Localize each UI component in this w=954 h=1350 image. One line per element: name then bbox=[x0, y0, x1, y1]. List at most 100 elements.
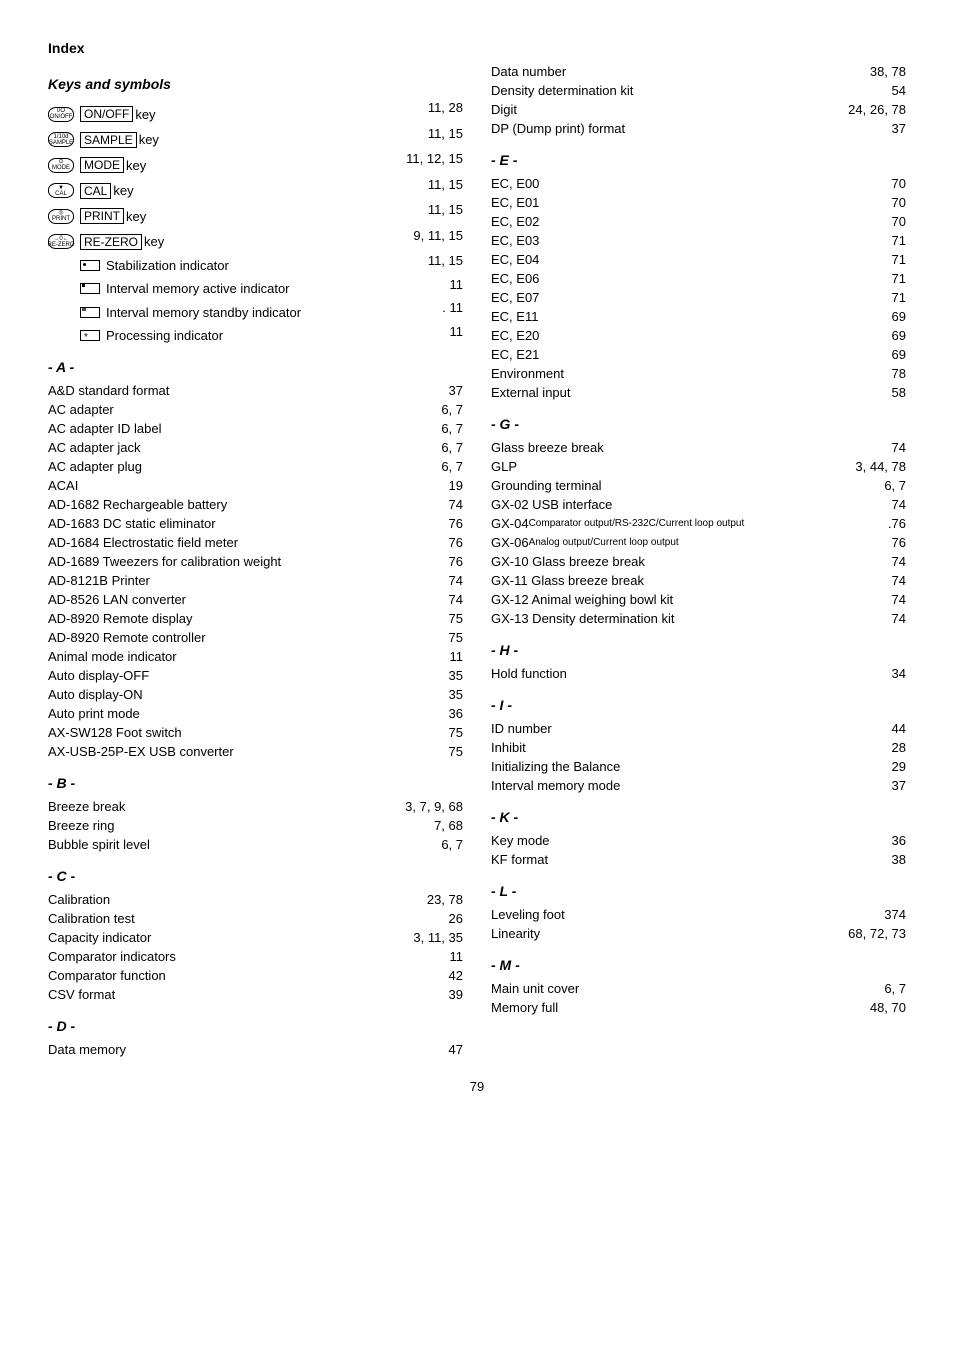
row-label: External input bbox=[491, 383, 571, 402]
index-row: Breeze ring 7, 68 bbox=[48, 816, 463, 835]
column-container: Keys and symbols I/OON/OFFON/OFF key 11,… bbox=[48, 62, 906, 1059]
index-row: EC, E01 70 bbox=[491, 193, 906, 212]
row-page: 24, 26, 78 bbox=[846, 100, 906, 119]
row-page: 38 bbox=[890, 850, 906, 869]
row-page: 6, 7 bbox=[439, 438, 463, 457]
letter-heading: - G - bbox=[491, 416, 906, 432]
row-label: Key mode bbox=[491, 831, 550, 850]
row-label: EC, E03 bbox=[491, 231, 539, 250]
row-page: 35 bbox=[447, 685, 463, 704]
key-oval-icon: ▼CAL bbox=[48, 183, 74, 198]
row-label: ACAI bbox=[48, 476, 78, 495]
index-row: AD-8920 Remote display75 bbox=[48, 609, 463, 628]
index-row: AC adapter ID label 6, 7 bbox=[48, 419, 463, 438]
index-row: Interval memory standby indicator. 11 bbox=[48, 298, 463, 322]
row-label: GX-11 Glass breeze break bbox=[491, 571, 644, 590]
row-label: Breeze break bbox=[48, 797, 125, 816]
row-page: 74 bbox=[447, 495, 463, 514]
index-row: EC, E21 69 bbox=[491, 345, 906, 364]
row-label: AC adapter plug bbox=[48, 457, 142, 476]
index-row: ID number 44 bbox=[491, 719, 906, 738]
row-page: 6, 7 bbox=[439, 457, 463, 476]
index-row: GX-11 Glass breeze break 74 bbox=[491, 571, 906, 590]
index-row: AC adapter6, 7 bbox=[48, 400, 463, 419]
row-label: Bubble spirit level bbox=[48, 835, 150, 854]
row-page: 48, 70 bbox=[868, 998, 906, 1017]
row-label: ▼CALCAL key bbox=[48, 181, 134, 200]
row-label: GX-02 USB interface bbox=[491, 495, 612, 514]
row-label: →0←RE-ZERORE-ZERO key bbox=[48, 232, 164, 251]
letter-heading: - H - bbox=[491, 642, 906, 658]
row-page: 11, 28 bbox=[426, 98, 463, 117]
index-row: Leveling foot374 bbox=[491, 905, 906, 924]
keys-symbols-heading: Keys and symbols bbox=[48, 76, 463, 92]
row-label: Data memory bbox=[48, 1040, 126, 1059]
row-page: 6, 7 bbox=[439, 419, 463, 438]
row-page: 70 bbox=[890, 193, 906, 212]
row-label: Digit bbox=[491, 100, 517, 119]
row-label: AC adapter ID label bbox=[48, 419, 161, 438]
row-page: 76 bbox=[890, 533, 906, 552]
row-label: AC adapter jack bbox=[48, 438, 141, 457]
index-row: Memory full 48, 70 bbox=[491, 998, 906, 1017]
index-row: Calibration23, 78 bbox=[48, 890, 463, 909]
row-page: 11 bbox=[448, 275, 464, 294]
row-page: 35 bbox=[447, 666, 463, 685]
row-label: ◎PRINTPRINT key bbox=[48, 207, 146, 226]
index-row: DP (Dump print) format 37 bbox=[491, 119, 906, 138]
index-row: Glass breeze break74 bbox=[491, 438, 906, 457]
key-oval-icon: 1/10dSAMPLE bbox=[48, 132, 74, 147]
row-label: Environment bbox=[491, 364, 564, 383]
index-row: Environment78 bbox=[491, 364, 906, 383]
index-row: Stabilization indicator11, 15 bbox=[48, 251, 463, 275]
index-row: Animal mode indicator 11 bbox=[48, 647, 463, 666]
index-row: Linearity 68, 72, 73 bbox=[491, 924, 906, 943]
index-row: Grounding terminal 6, 7 bbox=[491, 476, 906, 495]
index-row: Key mode36 bbox=[491, 831, 906, 850]
row-page: 11, 12, 15 bbox=[404, 149, 463, 168]
index-row: Data number 38, 78 bbox=[491, 62, 906, 81]
row-page: 75 bbox=[447, 723, 463, 742]
row-label: EC, E11 bbox=[491, 307, 538, 326]
row-page: . 11 bbox=[440, 298, 463, 317]
row-page: 6, 7 bbox=[882, 979, 906, 998]
row-label: ID number bbox=[491, 719, 552, 738]
index-row: Data memory 47 bbox=[48, 1040, 463, 1059]
row-label: Calibration bbox=[48, 890, 110, 909]
index-row: Hold function 34 bbox=[491, 664, 906, 683]
row-page: 70 bbox=[890, 174, 906, 193]
index-row: AD-1683 DC static eliminator 76 bbox=[48, 514, 463, 533]
row-label: AD-8121B Printer bbox=[48, 571, 150, 590]
key-box: SAMPLE bbox=[80, 132, 137, 148]
row-label: Main unit cover bbox=[491, 979, 579, 998]
index-row: Interval memory active indicator 11 bbox=[48, 275, 463, 299]
letter-heading: - B - bbox=[48, 775, 463, 791]
row-page: 71 bbox=[890, 269, 906, 288]
index-row: Main unit cover 6, 7 bbox=[491, 979, 906, 998]
index-row: AX-SW128 Foot switch 75 bbox=[48, 723, 463, 742]
letter-heading: - I - bbox=[491, 697, 906, 713]
row-page: 374 bbox=[882, 905, 906, 924]
row-page: 74 bbox=[890, 590, 906, 609]
row-page: 37 bbox=[890, 119, 906, 138]
row-label: AD-1684 Electrostatic field meter bbox=[48, 533, 238, 552]
row-page: 71 bbox=[890, 288, 906, 307]
key-box: PRINT bbox=[80, 208, 124, 224]
row-page: 6, 7 bbox=[439, 835, 463, 854]
letter-heading: - C - bbox=[48, 868, 463, 884]
row-page: 68, 72, 73 bbox=[846, 924, 906, 943]
row-page: 34 bbox=[890, 664, 906, 683]
index-row: GX-06 Analog output/Current loop output7… bbox=[491, 533, 906, 552]
row-page: 42 bbox=[447, 966, 463, 985]
index-row: Comparator indicators 11 bbox=[48, 947, 463, 966]
index-row: Processing indicator 11 bbox=[48, 322, 463, 346]
row-label: Memory full bbox=[491, 998, 558, 1017]
right-column: Data number 38, 78Density determination … bbox=[491, 62, 906, 1059]
key-box: ON/OFF bbox=[80, 106, 133, 122]
row-label: Stabilization indicator bbox=[48, 256, 229, 275]
row-label: Capacity indicator bbox=[48, 928, 151, 947]
row-label: AD-8920 Remote display bbox=[48, 609, 193, 628]
index-row: GX-12 Animal weighing bowl kit 74 bbox=[491, 590, 906, 609]
index-heading: Index bbox=[48, 40, 906, 56]
row-page: 29 bbox=[890, 757, 906, 776]
